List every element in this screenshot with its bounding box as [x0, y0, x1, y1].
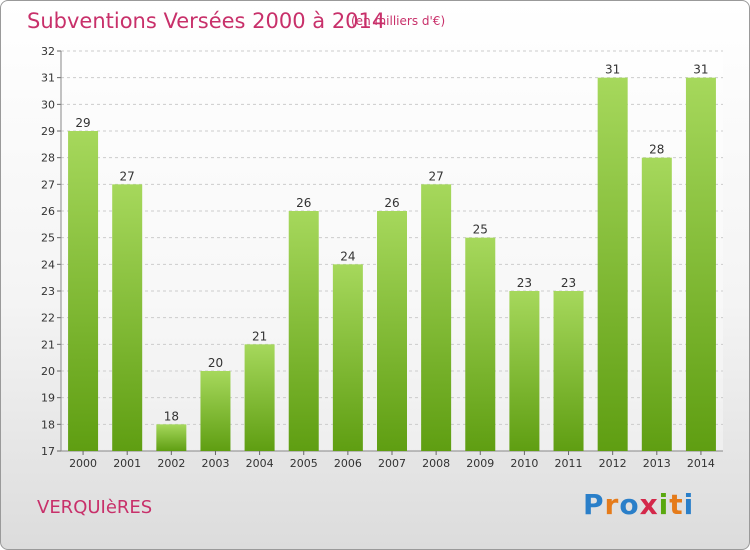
commune-name: VERQUIèRES — [37, 497, 153, 518]
data-label: 31 — [693, 63, 708, 77]
bar — [200, 371, 231, 451]
proxiti-logo: Proxiti — [583, 488, 694, 521]
bar — [421, 184, 452, 452]
x-tick-label: 2014 — [687, 457, 715, 470]
logo-letter: r — [604, 488, 620, 521]
bar — [68, 131, 99, 451]
x-tick-label: 2007 — [378, 457, 406, 470]
data-label: 21 — [252, 329, 267, 343]
data-label: 26 — [296, 196, 311, 210]
x-tick-label: 2012 — [599, 457, 627, 470]
bar — [465, 237, 496, 451]
bar — [509, 291, 540, 451]
y-tick-label: 32 — [41, 45, 55, 58]
y-tick-label: 28 — [41, 152, 55, 165]
bar — [685, 77, 716, 452]
data-label: 23 — [517, 276, 532, 290]
x-tick-label: 2002 — [157, 457, 185, 470]
x-tick-label: 2008 — [422, 457, 450, 470]
y-tick-label: 31 — [41, 72, 55, 85]
logo-letter: i — [683, 488, 695, 521]
y-tick-label: 26 — [41, 205, 55, 218]
logo-letter: t — [669, 488, 684, 521]
data-label: 29 — [75, 116, 90, 130]
data-label: 20 — [208, 356, 223, 370]
logo-letter: i — [658, 488, 670, 521]
bar — [156, 424, 187, 451]
x-tick-label: 2011 — [555, 457, 583, 470]
data-label: 23 — [561, 276, 576, 290]
x-tick-label: 2000 — [69, 457, 97, 470]
bar — [597, 77, 628, 452]
x-tick-label: 2004 — [246, 457, 274, 470]
y-tick-label: 25 — [41, 232, 55, 245]
y-tick-label: 24 — [41, 258, 55, 271]
data-label: 25 — [473, 223, 488, 237]
y-tick-label: 30 — [41, 98, 55, 111]
bar — [377, 211, 407, 451]
y-tick-label: 21 — [41, 338, 55, 351]
data-label: 18 — [164, 409, 179, 423]
x-tick-label: 2005 — [290, 457, 318, 470]
y-tick-label: 27 — [41, 178, 55, 191]
data-label: 31 — [605, 63, 620, 77]
logo-letter: x — [639, 488, 659, 521]
bar — [244, 344, 275, 451]
y-tick-label: 19 — [41, 392, 55, 405]
data-label: 27 — [120, 169, 135, 183]
bar — [288, 211, 319, 451]
bar — [641, 157, 672, 451]
data-label: 24 — [340, 249, 355, 263]
logo-letter: P — [583, 488, 605, 521]
y-tick-label: 29 — [41, 125, 55, 138]
y-tick-label: 22 — [41, 312, 55, 325]
x-tick-label: 2001 — [113, 457, 141, 470]
logo-letter: o — [619, 488, 640, 521]
chart-title: Subventions Versées 2000 à 2014 — [27, 9, 386, 33]
y-tick-label: 18 — [41, 418, 55, 431]
bar — [332, 264, 363, 451]
y-tick-label: 23 — [41, 285, 55, 298]
data-label: 27 — [428, 169, 443, 183]
x-tick-label: 2010 — [510, 457, 538, 470]
x-tick-label: 2013 — [643, 457, 671, 470]
unit-label: (en milliers d'€) — [351, 14, 446, 28]
x-tick-label: 2009 — [466, 457, 494, 470]
bar — [112, 184, 143, 452]
y-tick-label: 17 — [41, 445, 55, 458]
data-label: 26 — [384, 196, 399, 210]
y-tick-label: 20 — [41, 365, 55, 378]
x-tick-label: 2006 — [334, 457, 362, 470]
bar — [553, 291, 584, 451]
data-label: 28 — [649, 143, 664, 157]
x-tick-label: 2003 — [201, 457, 229, 470]
